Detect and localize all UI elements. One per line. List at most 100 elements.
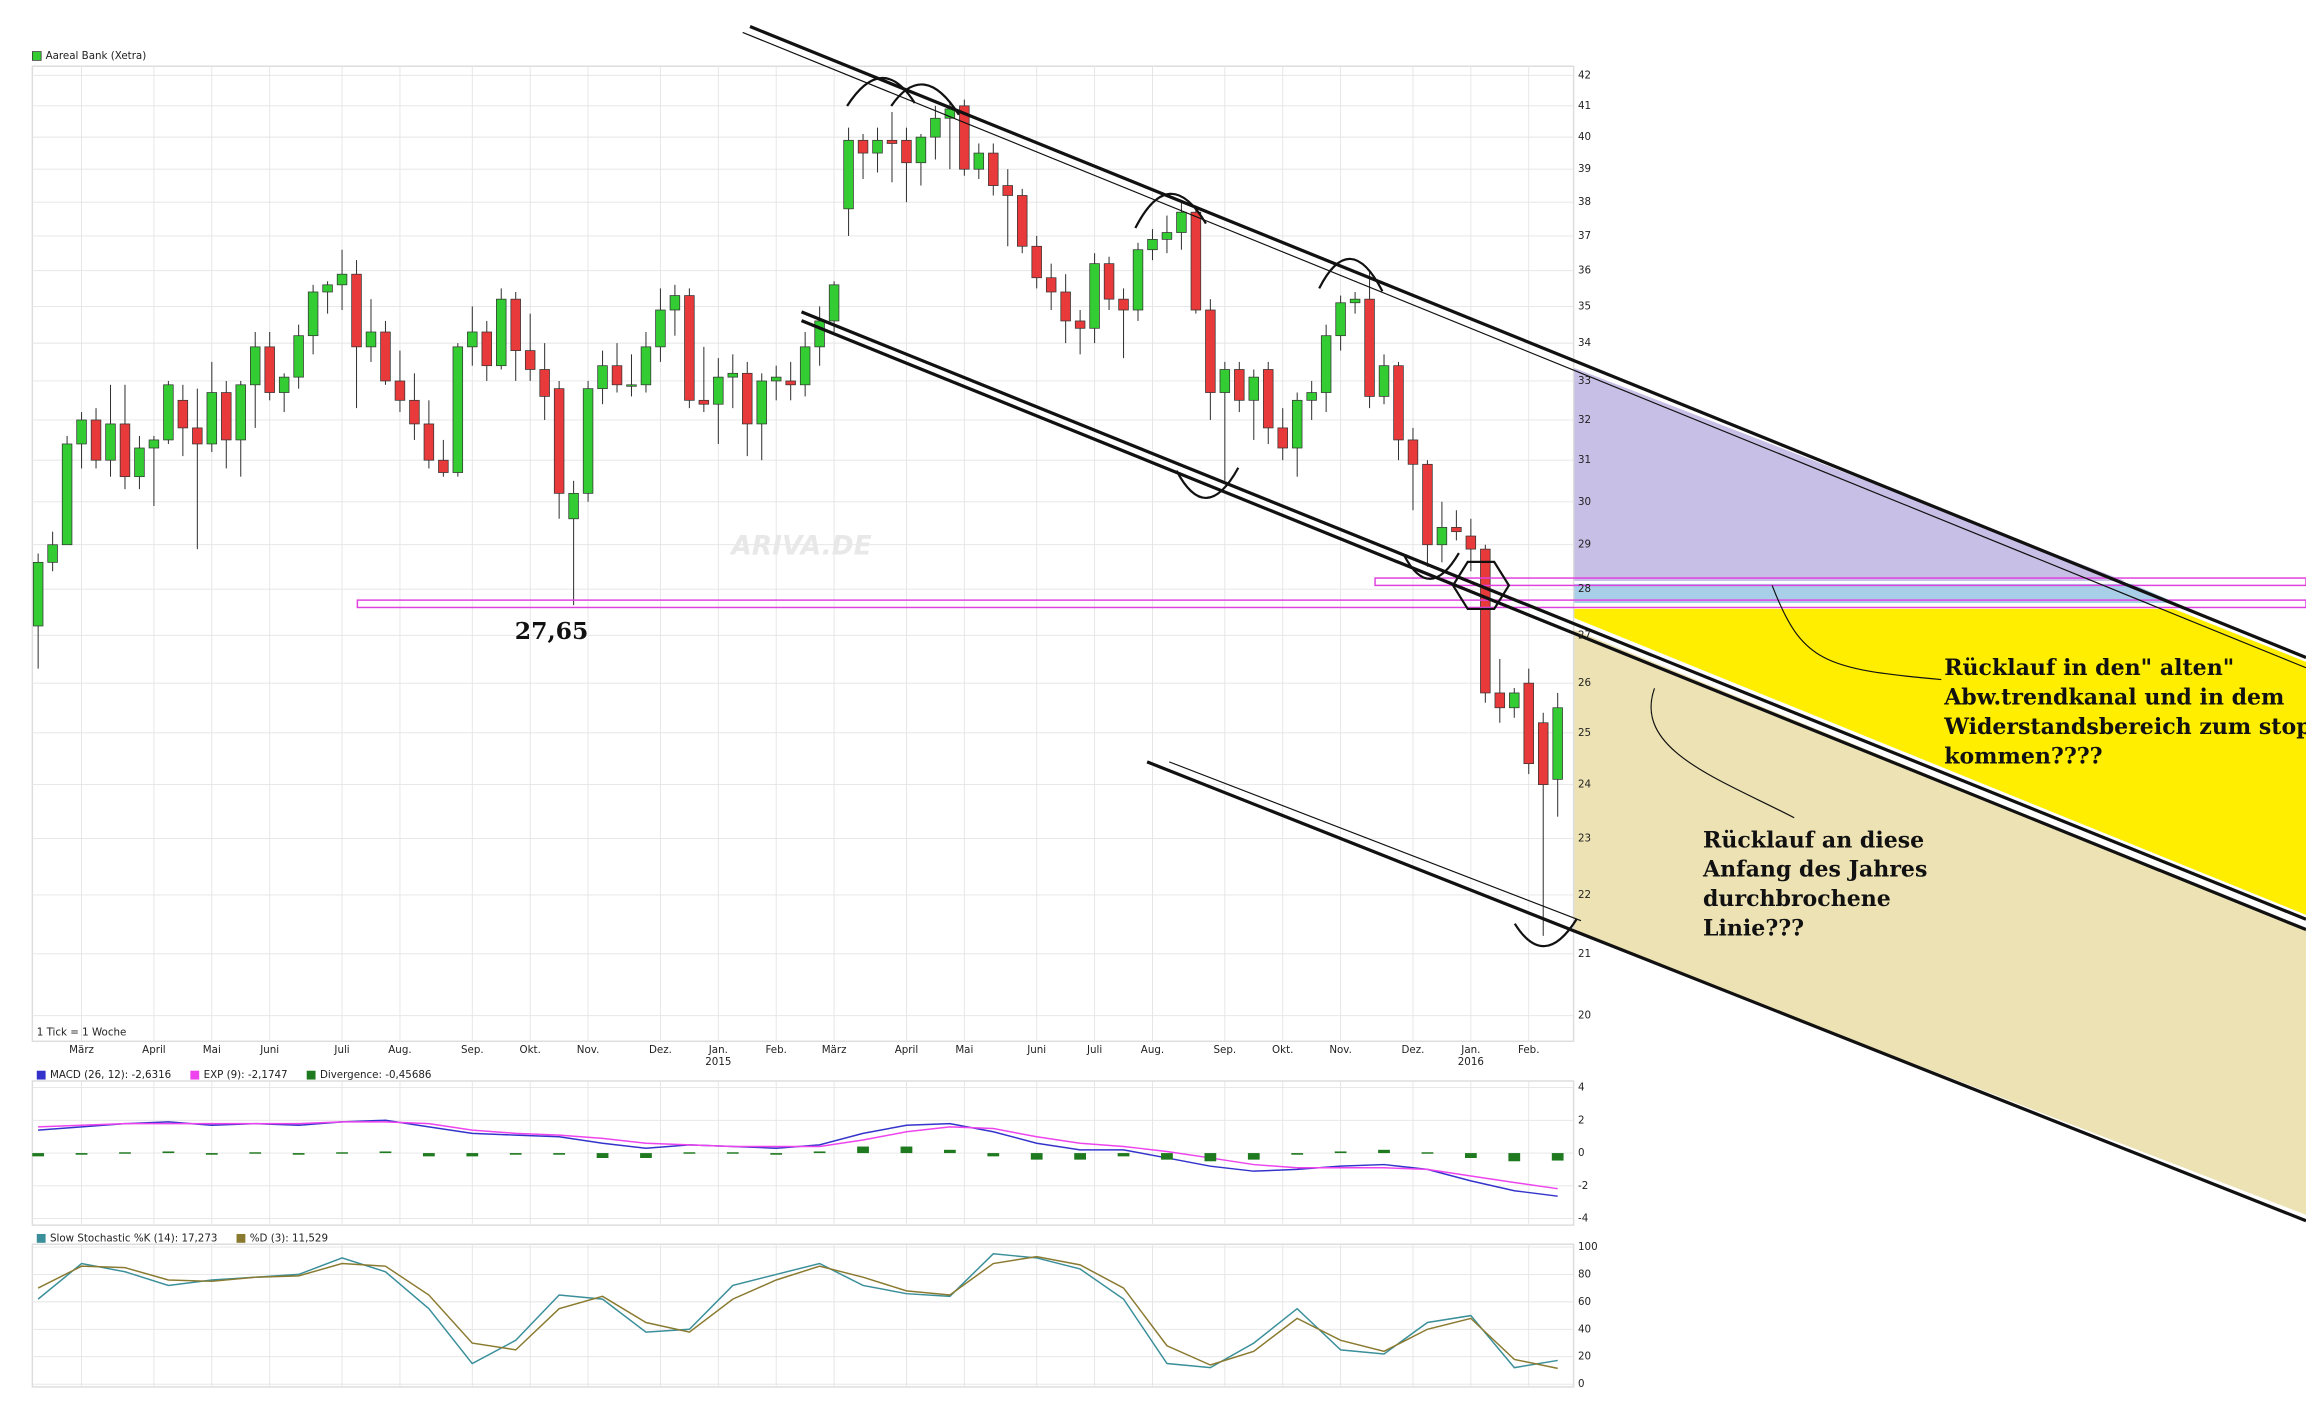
histogram-bar [683, 1152, 696, 1154]
drawings [356, 25, 2306, 1223]
x-tick-label: März [69, 1044, 94, 1056]
histogram-bar [640, 1153, 652, 1158]
candle-body [1364, 298, 1375, 397]
candle-body [539, 369, 550, 397]
candle-body [61, 443, 73, 546]
candle-body [915, 136, 927, 164]
connector [1650, 688, 1795, 819]
x-tick-label: Okt. [1272, 1044, 1293, 1056]
candle-body [119, 423, 131, 478]
candle-body [264, 346, 275, 393]
y-tick-label: 21 [1578, 948, 1591, 960]
histogram-bar [292, 1153, 305, 1155]
y-tick-label: 100 [1578, 1241, 1598, 1253]
x-tick-label: Nov. [1329, 1044, 1352, 1056]
histogram-bar [813, 1151, 826, 1154]
histogram-bar [509, 1153, 522, 1155]
candle-body [496, 298, 507, 367]
x-tick-label: April [895, 1044, 919, 1056]
histogram-bar [770, 1153, 783, 1155]
candle-body [1335, 302, 1346, 337]
legend-swatch [236, 1233, 246, 1243]
candle-body [930, 117, 941, 138]
candle-body [799, 346, 811, 386]
candle-body [872, 139, 883, 154]
histogram-bar [987, 1153, 1000, 1157]
histogram-bar [1464, 1153, 1477, 1158]
histogram-bar [1161, 1153, 1173, 1160]
histogram-bar [1421, 1152, 1434, 1154]
candle-body [409, 399, 420, 425]
candle-body [1219, 369, 1231, 393]
y-tick-label: 30 [1578, 496, 1591, 508]
candle-body [293, 335, 304, 378]
y-tick-label: 37 [1578, 230, 1591, 242]
candle-body [134, 447, 145, 478]
trend-line [749, 25, 2306, 659]
candle-body [959, 105, 970, 170]
legend-swatch [190, 1070, 200, 1080]
y-tick-label: 42 [1578, 69, 1591, 81]
candle-body [1248, 376, 1260, 401]
peak-arc [890, 83, 960, 116]
y-tick-label: 39 [1578, 163, 1591, 175]
beige-zone [1573, 629, 2306, 1215]
legend-label: EXP (9): -2,1747 [204, 1069, 288, 1081]
histogram-bar [596, 1153, 609, 1158]
histogram-bar [1378, 1149, 1390, 1154]
legend-swatch [36, 1070, 46, 1080]
trend-line [1146, 760, 2306, 1223]
x-tick-label: Okt. [520, 1044, 541, 1056]
y-tick-label: 20 [1578, 1351, 1591, 1363]
y-tick-label: 26 [1578, 677, 1591, 689]
histogram-bar [1291, 1153, 1304, 1155]
x-tick-label: Aug. [1141, 1044, 1164, 1056]
candle-body [553, 388, 565, 494]
candle-body [177, 399, 189, 429]
candle-body [568, 492, 579, 520]
histogram-bar [75, 1153, 88, 1155]
trend-line [800, 310, 2306, 921]
x-tick-label: Feb. [765, 1044, 786, 1056]
candle-body [626, 384, 637, 387]
annotation-line: Rücklauf in den" alten" [1944, 655, 2234, 681]
panel-frame [31, 1243, 1575, 1388]
histogram-bar [857, 1146, 869, 1154]
y-tick-label: 34 [1578, 337, 1591, 349]
x-tick-label: März [822, 1044, 847, 1056]
y-tick-label: 80 [1578, 1268, 1591, 1280]
peak-arc [846, 77, 916, 107]
candle-body [1552, 707, 1563, 780]
x-tick-label: Aug. [388, 1044, 411, 1056]
x-tick-label: Sep. [461, 1044, 484, 1056]
series-line [37, 1255, 1558, 1370]
connector [1771, 585, 1942, 681]
candle-body [611, 365, 623, 386]
candle-body [250, 346, 261, 386]
candle-body [1451, 527, 1462, 533]
series-line [37, 1253, 1558, 1369]
candle-body [105, 423, 116, 461]
panel-frame [31, 65, 1575, 1043]
candle-body [901, 139, 912, 164]
support-band [356, 599, 2306, 609]
y-tick-label: 27 [1578, 629, 1591, 641]
candle-body [1234, 369, 1245, 401]
candle-body [843, 139, 854, 210]
candle-body [90, 419, 102, 461]
candle-body [785, 380, 796, 386]
candle-body [756, 380, 767, 425]
histogram-bar [205, 1153, 218, 1155]
annotation-line: Widerstandsbereich zum stoppen [1943, 714, 2306, 740]
annotation-line: durchbrochene [1703, 886, 1891, 912]
y-tick-label: 41 [1578, 100, 1591, 112]
y-tick-label: 0 [1578, 1378, 1585, 1390]
x-tick-label: Feb. [1518, 1044, 1539, 1056]
candle-body [1161, 232, 1173, 240]
y-tick-label: 20 [1578, 1010, 1591, 1022]
y-tick-label: 22 [1578, 889, 1591, 901]
candle-body [221, 392, 232, 441]
candle-body [742, 372, 753, 425]
candle-body [47, 544, 58, 563]
